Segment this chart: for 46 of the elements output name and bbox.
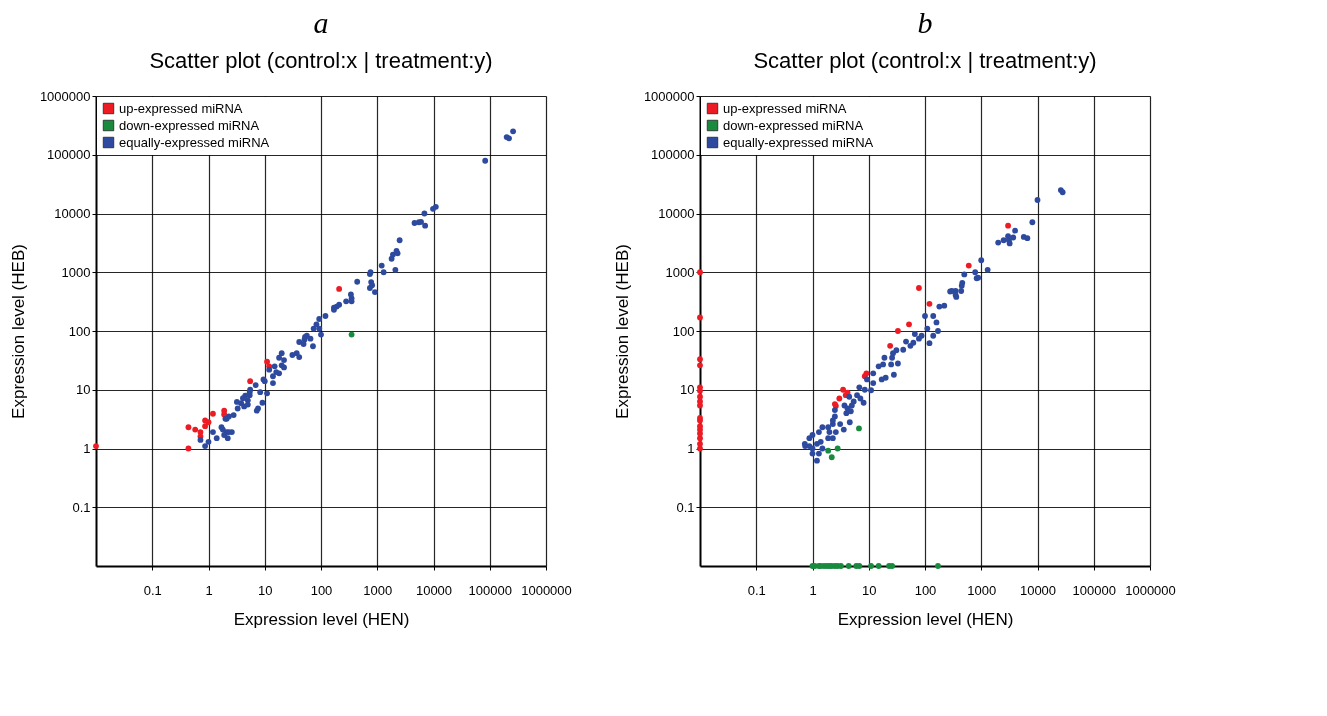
chart-subtitle: Scatter plot (control:x | treatment:y) xyxy=(753,48,1097,73)
y-tick-label: 10 xyxy=(76,382,91,398)
y-tick-label: 1000 xyxy=(665,264,695,280)
x-tick-label: 1000000 xyxy=(1125,582,1176,598)
x-tick-label: 10000 xyxy=(415,582,453,598)
x-tick-label: 1000 xyxy=(363,582,393,598)
x-tick-label: 1 xyxy=(205,582,213,598)
y-tick-label: 1 xyxy=(83,441,91,456)
y-tick-label: 1000000 xyxy=(643,88,695,104)
y-tick-label: 1000000 xyxy=(39,88,91,104)
y-tick-label: 1000 xyxy=(61,264,91,280)
x-tick-label: 0.1 xyxy=(143,582,162,598)
x-tick-label: 100000 xyxy=(1072,582,1116,598)
x-tick-label: 0.1 xyxy=(747,582,766,598)
y-tick-label: 10000 xyxy=(54,206,91,221)
x-tick-label: 1000 xyxy=(967,582,997,598)
y-tick-label: 10 xyxy=(680,382,695,398)
x-tick-label: 100000 xyxy=(468,582,512,598)
legend-label: down-expressed miRNA xyxy=(723,117,864,133)
y-tick-label: 100000 xyxy=(651,147,695,163)
legend-label: down-expressed miRNA xyxy=(119,117,260,133)
y-tick-label: 100000 xyxy=(47,147,91,163)
legend-label: up-expressed miRNA xyxy=(119,100,243,116)
chart-title: b xyxy=(917,6,933,39)
x-tick-label: 10 xyxy=(862,582,877,598)
y-tick-label: 100 xyxy=(672,323,695,339)
legend-label: equally-expressed miRNA xyxy=(723,134,874,150)
y-tick-label: 100 xyxy=(68,323,91,339)
y-axis-title: Expression level (HEB) xyxy=(612,244,632,419)
y-tick-label: 1 xyxy=(687,441,695,456)
chart-subtitle: Scatter plot (control:x | treatment:y) xyxy=(149,48,493,73)
y-axis-title: Expression level (HEB) xyxy=(8,244,28,419)
x-tick-label: 1000000 xyxy=(521,582,572,598)
x-tick-label: 100 xyxy=(914,582,937,598)
x-tick-label: 1 xyxy=(809,582,817,598)
y-tick-label: 0.1 xyxy=(72,499,91,515)
x-tick-label: 10000 xyxy=(1019,582,1057,598)
legend-label: equally-expressed miRNA xyxy=(119,134,270,150)
y-tick-label: 10000 xyxy=(658,206,695,221)
x-axis-title: Expression level (HEN) xyxy=(837,609,1014,629)
x-axis-title: Expression level (HEN) xyxy=(233,609,410,629)
y-tick-label: 0.1 xyxy=(676,499,695,515)
legend-label: up-expressed miRNA xyxy=(723,100,847,116)
chart-title: a xyxy=(313,6,329,39)
x-tick-label: 100 xyxy=(310,582,333,598)
x-tick-label: 10 xyxy=(258,582,273,598)
